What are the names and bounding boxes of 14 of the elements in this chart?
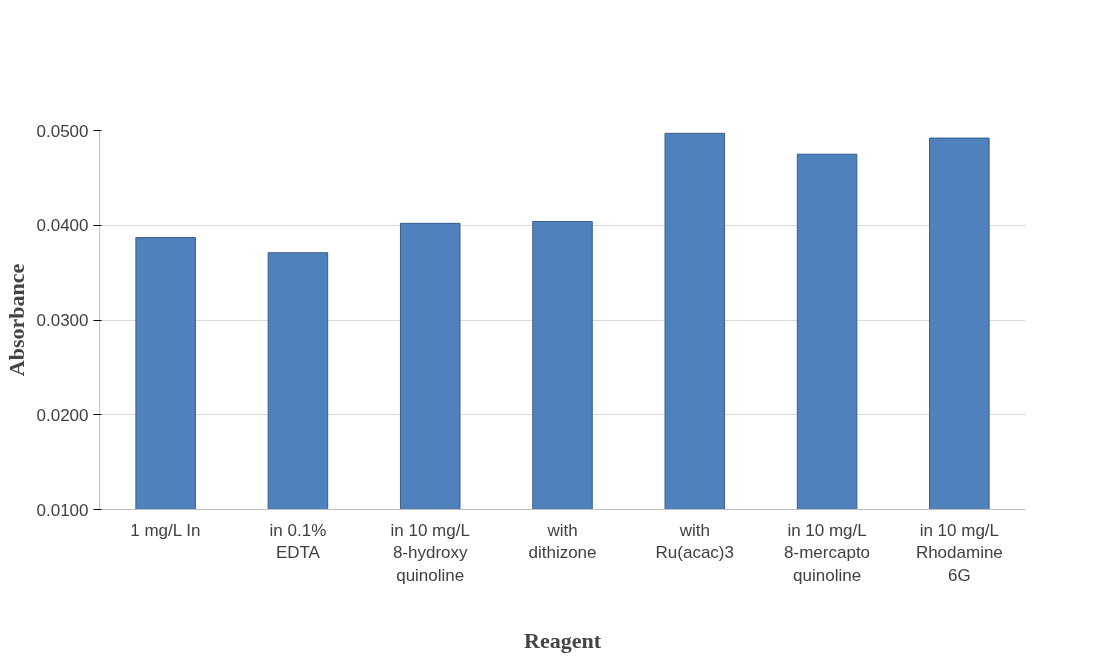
x-tick-label: 1 mg/L In bbox=[130, 520, 201, 540]
x-tick-label: in 10 mg/L 8-hydroxy quinoline bbox=[390, 520, 470, 586]
x-tick-label: in 10 mg/L 8-mercapto quinoline bbox=[784, 520, 871, 586]
y-tick-label: 0.0500 bbox=[36, 121, 89, 141]
x-tick-label: in 10 mg/L Rhodamine 6G bbox=[915, 520, 1003, 586]
x-tick-label: in 0.1% EDTA bbox=[269, 520, 327, 563]
y-axis-title: Absorbance bbox=[3, 263, 29, 377]
x-tick-label: with Ru(acac)3 bbox=[655, 520, 734, 563]
x-tick-label: with dithizone bbox=[528, 520, 597, 563]
y-tick-label: 0.0300 bbox=[36, 311, 89, 330]
x-axis-title: Reagent bbox=[524, 628, 602, 654]
y-tick-label: 0.0200 bbox=[36, 405, 89, 425]
y-tick-label: 0.0400 bbox=[36, 216, 89, 236]
y-tick-label: 0.0100 bbox=[36, 500, 89, 520]
